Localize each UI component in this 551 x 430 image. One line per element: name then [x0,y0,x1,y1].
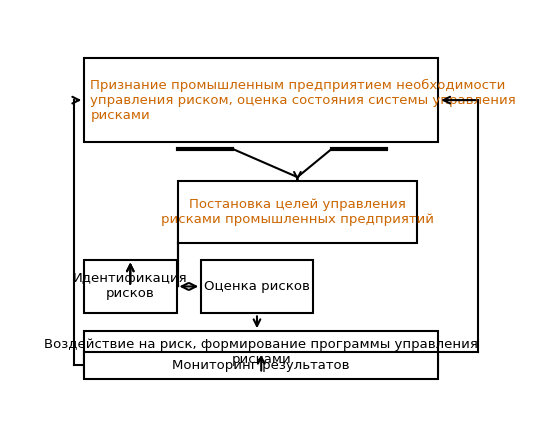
Bar [84,259,176,313]
Text: Признание промышленным предприятием необходимости
управления риском, оценка сост: Признание промышленным предприятием необ… [90,79,516,122]
Text: Воздействие на риск, формирование программы управления
рисками: Воздействие на риск, формирование програ… [44,338,478,366]
Text: Постановка целей управления
рисками промышленных предприятий: Постановка целей управления рисками пром… [161,198,434,226]
Bar [84,58,438,142]
Bar [178,181,417,243]
Bar [201,259,313,313]
Bar [84,331,438,374]
Text: Мониторинг результатов: Мониторинг результатов [172,359,350,372]
Text: Оценка рисков: Оценка рисков [204,280,310,293]
Text: Идентификация
рисков: Идентификация рисков [73,273,188,301]
Bar [84,352,438,379]
